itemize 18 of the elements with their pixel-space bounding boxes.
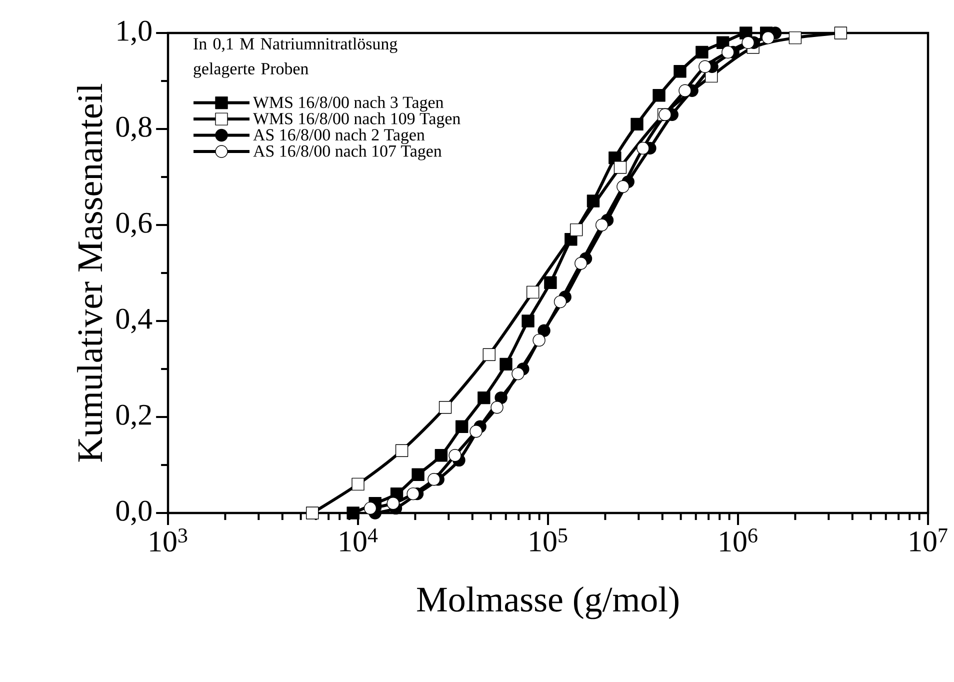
legend-label: AS 16/8/00 nach 107 Tagen: [253, 144, 442, 160]
x-tick-label: 10$^{5}$: [530, 528, 568, 552]
y-tick-label: 0,4: [116, 308, 152, 334]
legend-label: AS 16/8/00 nach 2 Tagen: [253, 128, 425, 144]
legend-label: WMS 16/8/00 nach 109 Tagen: [253, 112, 460, 128]
y-tick-label: 1,0: [118, 20, 152, 46]
y-axis-title: Kumulativer Massenanteil: [77, 84, 102, 462]
x-tick-label: 10$^{4}$: [340, 528, 378, 552]
x-tick-label: 10$^{3}$: [150, 528, 188, 552]
y-tick-label: 0,8: [116, 116, 152, 142]
x-tick-label: 10$^{7}$: [910, 528, 948, 552]
y-tick-label: 0,6: [116, 212, 152, 238]
x-axis-title: Molmasse (g/mol): [417, 586, 678, 620]
y-tick-label: 0,0: [116, 500, 152, 526]
legend-label: WMS 16/8/00 nach 3 Tagen: [253, 96, 444, 112]
legend-title: In 0,1 M Natriumnitratlösung gelagerte Proben: [194, 38, 398, 78]
x-tick-label: 10$^{6}$: [720, 528, 758, 552]
y-tick-label: 0,2: [116, 404, 151, 430]
